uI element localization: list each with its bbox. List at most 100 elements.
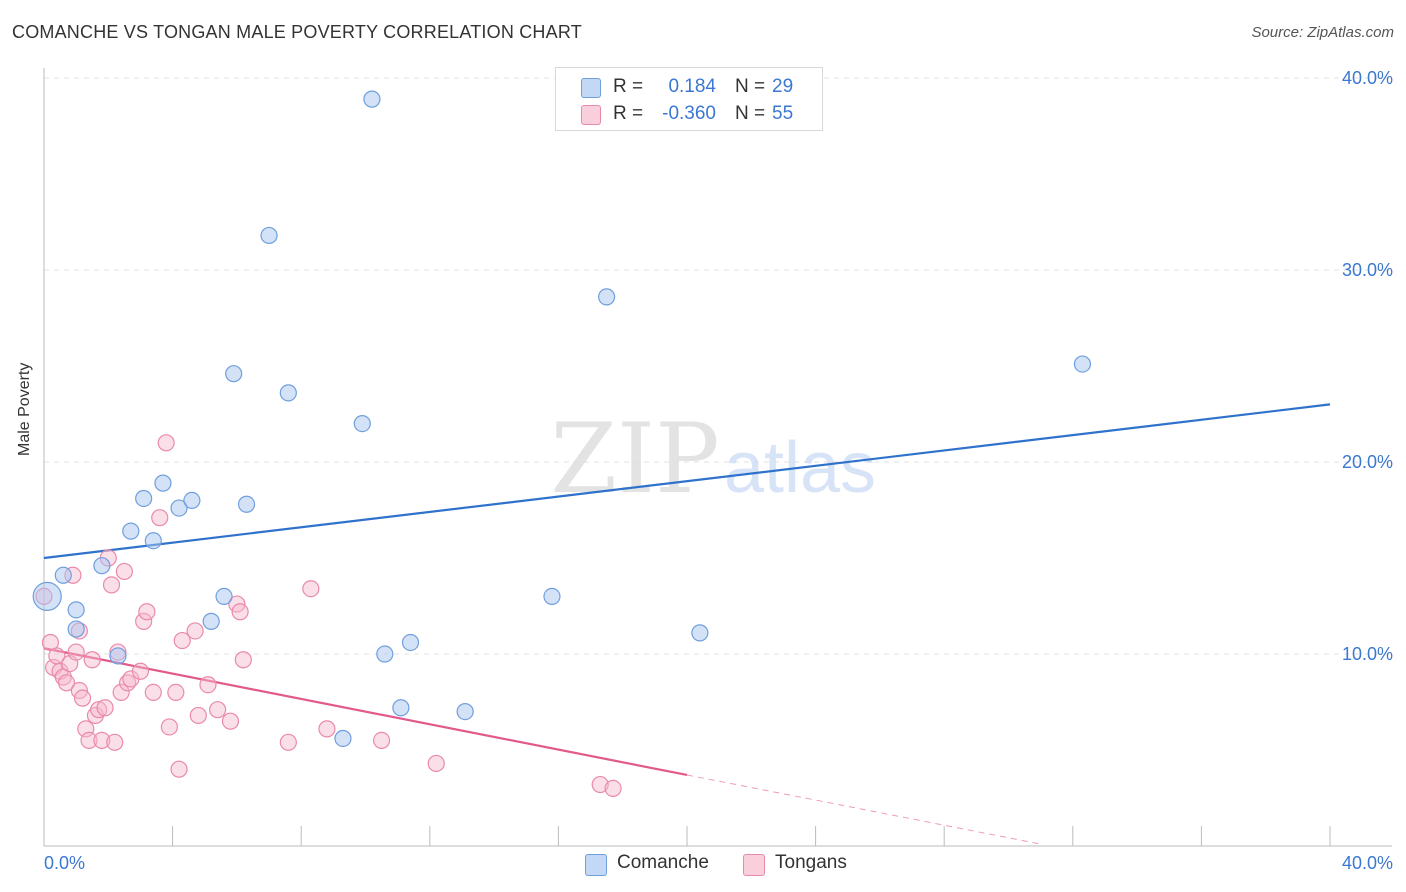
tongans-point	[83, 651, 101, 669]
tongans-point	[106, 733, 124, 751]
tongans-points	[35, 434, 622, 798]
comanche-point	[54, 566, 72, 584]
tongans-point	[135, 612, 153, 630]
tongans-swatch	[581, 105, 601, 125]
comanche-point	[237, 495, 256, 513]
tongans-point	[318, 720, 336, 738]
comanche-point	[353, 415, 371, 433]
tongans-point	[209, 701, 227, 719]
comanche-point	[154, 474, 172, 492]
tongans-point	[102, 576, 121, 594]
r-label: R =	[613, 76, 644, 97]
legend-row-tongans: R = -0.360 N = 55	[556, 101, 822, 129]
tongans-swatch	[743, 854, 765, 876]
watermark-zip: ZIP	[550, 403, 719, 515]
comanche-swatch	[581, 78, 601, 98]
tongans-point	[131, 662, 150, 680]
comanche-point	[334, 729, 352, 748]
comanche-point	[691, 624, 709, 642]
r-value: -0.360	[662, 103, 716, 124]
comanche-point	[1073, 355, 1092, 373]
y-tick-labels: 10.0% 20.0% 30.0% 40.0%	[1342, 68, 1393, 664]
comanche-point	[135, 489, 153, 508]
comanche-point	[215, 587, 233, 606]
r-label: R =	[613, 103, 644, 124]
watermark: ZIP atlas	[550, 403, 876, 515]
n-label: N =	[735, 76, 766, 97]
tongans-point	[427, 754, 445, 773]
tongans-point	[151, 509, 169, 527]
y-tick-label: 40.0%	[1342, 68, 1393, 88]
x-tick-label: 0.0%	[44, 853, 85, 873]
tongans-point	[160, 718, 178, 736]
tongans-point	[93, 731, 111, 750]
tongans-point	[372, 731, 391, 750]
tongans-point	[112, 683, 130, 702]
tongans-point	[186, 622, 204, 640]
comanche-point	[260, 226, 278, 245]
comanche-points	[32, 90, 1092, 748]
tongans-trend-line	[43, 647, 688, 777]
tongans-point	[231, 603, 249, 621]
tongans-point	[279, 733, 297, 751]
tongans-point	[302, 580, 320, 598]
comanche-point	[392, 699, 410, 717]
comanche-swatch	[585, 854, 607, 876]
comanche-point	[376, 645, 394, 663]
tongans-point	[157, 434, 175, 452]
comanche-point	[543, 587, 561, 606]
comanche-point	[93, 557, 111, 575]
tongans-point	[96, 699, 114, 717]
tongans-point	[67, 643, 85, 661]
tongans-point	[591, 775, 609, 794]
comanche-point	[279, 384, 297, 402]
x-tick-label: 40.0%	[1342, 853, 1393, 873]
n-value: 29	[772, 76, 794, 97]
grid-lines	[44, 77, 1392, 655]
comanche-point	[170, 499, 188, 517]
tongans-point	[173, 631, 191, 650]
tongans-point	[115, 562, 133, 581]
comanche-point	[456, 702, 474, 721]
tongans-point	[73, 689, 92, 707]
comanche-point	[363, 90, 381, 108]
tongans-point	[221, 712, 240, 730]
comanche-point	[202, 612, 220, 630]
correlation-legend: R = 0.184 N = 29 R = -0.360 N = 55	[555, 67, 823, 131]
y-tick-label: 10.0%	[1342, 644, 1393, 664]
legend-label-comanche: Comanche	[617, 852, 709, 873]
legend-row-comanche: R = 0.184 N = 29	[556, 74, 822, 102]
tongans-point	[170, 760, 188, 778]
tongans-point	[57, 674, 76, 692]
comanche-point	[401, 633, 420, 652]
source-credit: Source: ZipAtlas.com	[1251, 24, 1394, 41]
y-tick-label: 30.0%	[1342, 260, 1393, 280]
tongans-point	[199, 676, 217, 694]
comanche-point	[144, 532, 162, 550]
tongans-point	[80, 731, 98, 750]
chart-title: COMANCHE VS TONGAN MALE POVERTY CORRELAT…	[12, 22, 582, 42]
n-value: 55	[772, 103, 794, 124]
comanche-point	[32, 581, 62, 612]
tongans-point	[144, 683, 162, 702]
tongans-point	[234, 651, 252, 669]
y-axis-label: Male Poverty	[16, 362, 33, 456]
comanche-point	[67, 601, 85, 619]
comanche-point	[109, 647, 127, 665]
x-tick-labels: 0.0% 40.0%	[44, 853, 1393, 873]
comanche-point	[67, 620, 85, 638]
n-label: N =	[735, 103, 766, 124]
comanche-point	[122, 522, 140, 540]
tongans-point	[604, 779, 622, 798]
trend-lines	[43, 403, 1331, 845]
r-value: 0.184	[668, 76, 716, 97]
tongans-point	[138, 603, 156, 621]
legend-label-tongans: Tongans	[775, 852, 847, 873]
tongans-point	[167, 683, 185, 702]
comanche-trend-line	[43, 403, 1331, 560]
axes	[43, 68, 1392, 847]
comanche-point	[183, 491, 201, 509]
comanche-point	[225, 365, 243, 383]
y-tick-label: 20.0%	[1342, 452, 1393, 472]
